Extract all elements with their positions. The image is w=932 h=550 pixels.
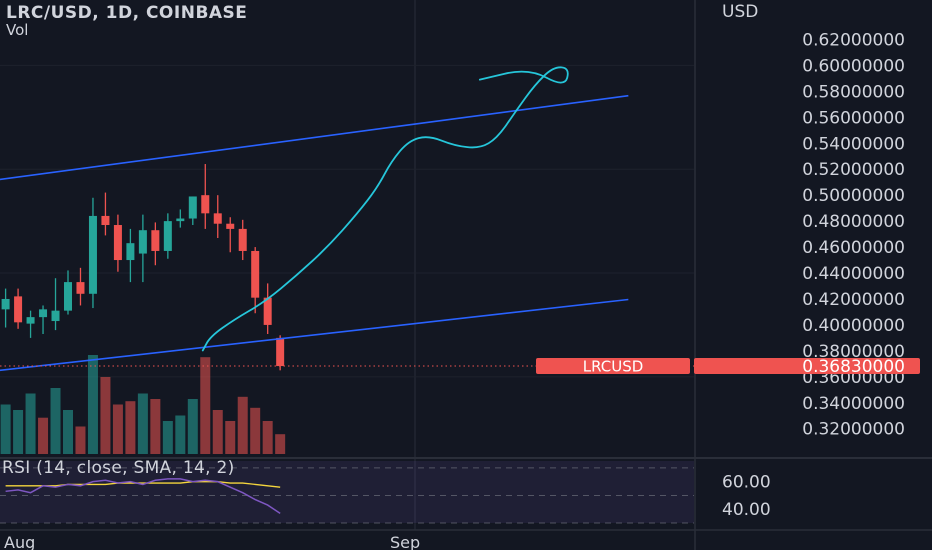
candle-body [176, 218, 185, 222]
volume-bar [150, 399, 161, 454]
projection-path [201, 66, 569, 352]
candle-body [76, 282, 85, 294]
price-tick-label: 0.48000000 [802, 212, 905, 232]
price-axis-ticks: 0.62000000 0.60000000 0.58000000 0.56000000… [802, 30, 905, 439]
volume-bar [237, 396, 248, 454]
candle-body [138, 230, 147, 254]
price-tick-label: 0.58000000 [802, 82, 905, 102]
candle-body [201, 195, 210, 214]
price-tick-label: 0.56000000 [802, 108, 905, 128]
price-tick-label: 0.42000000 [802, 290, 905, 310]
rsi-lines [5, 478, 281, 514]
rsi-tick-label: 60.00 [722, 473, 771, 493]
rsi-ma-line [5, 481, 281, 488]
volume-bar [100, 377, 111, 454]
price-tick-label: 0.54000000 [802, 134, 905, 154]
volume-bar [225, 421, 236, 454]
candle-body [1, 298, 10, 310]
candle-body [26, 317, 35, 324]
candle-body [251, 250, 260, 298]
volume-bar [200, 357, 211, 454]
chart-title: LRC/USD, 1D, COINBASE [6, 3, 248, 23]
time-tick-label: Aug [4, 533, 35, 550]
volume-bar [275, 434, 286, 454]
candle-body [64, 282, 72, 311]
price-tick-label: 0.40000000 [802, 316, 905, 336]
price-tick-label: 0.38000000 [802, 342, 905, 362]
currency-label: USD [722, 2, 759, 22]
trendlines[interactable] [0, 94, 629, 381]
candle-body [113, 225, 122, 261]
candle-body [188, 196, 197, 219]
last-price-labels: LRCUSD 0.36830000 [536, 357, 920, 377]
hand-drawn-projection[interactable] [201, 66, 569, 352]
volume-bar [137, 393, 148, 454]
volume-bar [13, 410, 24, 454]
volume-bar [187, 399, 198, 454]
candles[interactable] [1, 164, 285, 371]
candle-body [51, 310, 60, 322]
price-tick-label: 0.34000000 [802, 394, 905, 414]
candle-body [163, 221, 172, 251]
symbol-badge-label: LRCUSD [583, 358, 644, 376]
volume-bar [112, 404, 123, 454]
candle-body [151, 230, 160, 251]
volume-bar [38, 417, 49, 454]
price-tick-label: 0.62000000 [802, 30, 905, 50]
volume-bar [63, 410, 73, 454]
candle-body [276, 337, 285, 367]
volume-bar [162, 421, 173, 454]
symbol-badge-bg [536, 358, 690, 375]
price-tick-label: 0.44000000 [802, 264, 905, 284]
candle-body [238, 228, 247, 251]
rsi-tick-label: 40.00 [722, 500, 771, 520]
volume-bars [0, 355, 286, 454]
candle-body [126, 243, 135, 261]
price-tick-label: 0.50000000 [802, 186, 905, 206]
trendline-lower [0, 298, 629, 372]
volume-label: Vol [6, 21, 29, 39]
candle-body [213, 213, 222, 224]
candle-body [39, 309, 48, 318]
volume-bar [25, 393, 36, 454]
volume-bar [75, 426, 86, 454]
candle-body [88, 215, 97, 294]
rsi-label: RSI (14, close, SMA, 14, 2) [2, 458, 235, 478]
rsi-levels [0, 467, 694, 524]
time-tick-label: Sep [390, 533, 420, 550]
price-tick-label: 0.60000000 [802, 56, 905, 76]
rsi-band [0, 461, 694, 523]
last-price-badge-label: 0.36830000 [802, 357, 905, 377]
volume-bar [212, 410, 223, 454]
time-axis-ticks: Aug Sep [4, 533, 420, 550]
trendline-upper [0, 94, 629, 181]
volume-bar [250, 407, 261, 454]
volume-bar [262, 421, 273, 454]
volume-bar [50, 388, 61, 454]
volume-bar [175, 415, 186, 454]
last-price-badge-bg [694, 358, 920, 375]
candle-body [226, 223, 235, 229]
price-tick-label: 0.46000000 [802, 238, 905, 258]
rsi-line [5, 478, 281, 514]
candle-body [263, 297, 272, 325]
grid [0, 0, 694, 530]
volume-bar [0, 404, 11, 454]
price-tick-label: 0.32000000 [802, 420, 905, 440]
candle-body [101, 215, 110, 226]
volume-bar [87, 355, 98, 454]
volume-bar [125, 401, 136, 454]
rsi-axis-ticks: 60.00 40.00 [722, 473, 771, 521]
candle-body [14, 296, 23, 323]
price-tick-label: 0.52000000 [802, 160, 905, 180]
